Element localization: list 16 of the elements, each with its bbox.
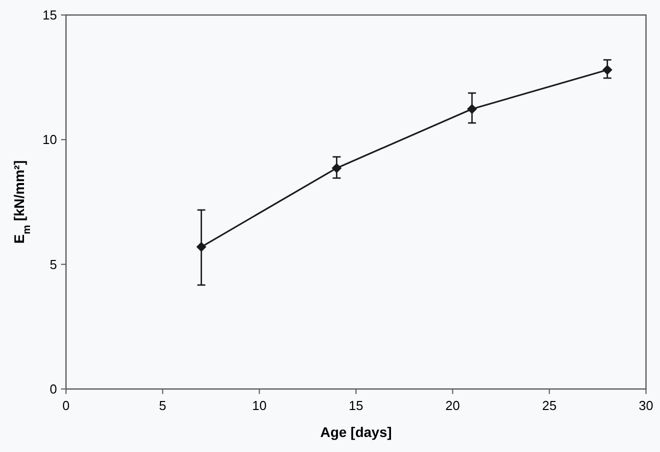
y-tick-label: 0 bbox=[50, 382, 57, 397]
y-tick-label: 15 bbox=[42, 8, 57, 23]
point bbox=[332, 163, 342, 174]
x-tick-label: 5 bbox=[159, 398, 166, 413]
x-tick-label: 10 bbox=[252, 398, 267, 413]
x-tick-label: 25 bbox=[542, 398, 557, 413]
point bbox=[196, 242, 206, 252]
x-axis-title: Age [days] bbox=[320, 424, 392, 440]
x-tick-label: 20 bbox=[445, 398, 460, 413]
y-tick-label: 10 bbox=[42, 132, 57, 148]
point bbox=[467, 104, 477, 114]
point bbox=[602, 64, 612, 75]
x-tick-label: 30 bbox=[638, 398, 654, 413]
y-tick-label: 5 bbox=[50, 256, 57, 272]
x-tick-label: 15 bbox=[348, 398, 364, 413]
x-tick-label: 0 bbox=[62, 398, 70, 413]
